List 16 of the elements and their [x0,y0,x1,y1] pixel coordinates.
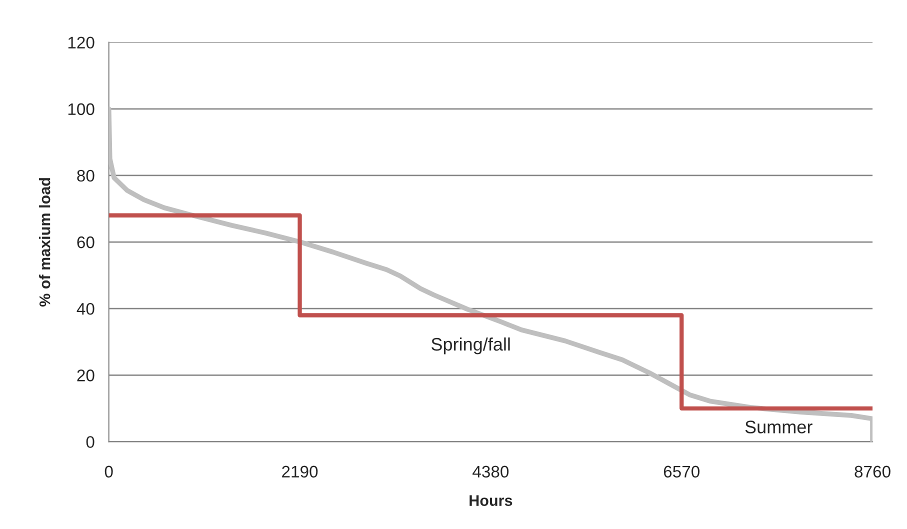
y-axis-title: % of maxium load [39,178,50,307]
annotation: Summer [745,420,812,434]
x-tick-label: 0 [104,466,113,478]
annotation: Spring/fall [432,337,510,354]
x-tick-label: 4380 [472,466,509,478]
y-tick-label: 20 [77,370,94,382]
x-tick-label: 8760 [854,466,890,478]
x-tick-label: 2190 [282,466,318,478]
y-tick-label: 80 [77,170,94,182]
y-tick-label: 40 [76,302,94,315]
y-tick-label: 100 [68,103,94,116]
y-tick-label: 60 [77,236,94,248]
x-tick-label: 6570 [664,466,700,478]
y-tick-label: 0 [86,436,94,448]
y-tick-label: 120 [68,36,94,49]
x-axis-title: Hours [470,495,512,506]
